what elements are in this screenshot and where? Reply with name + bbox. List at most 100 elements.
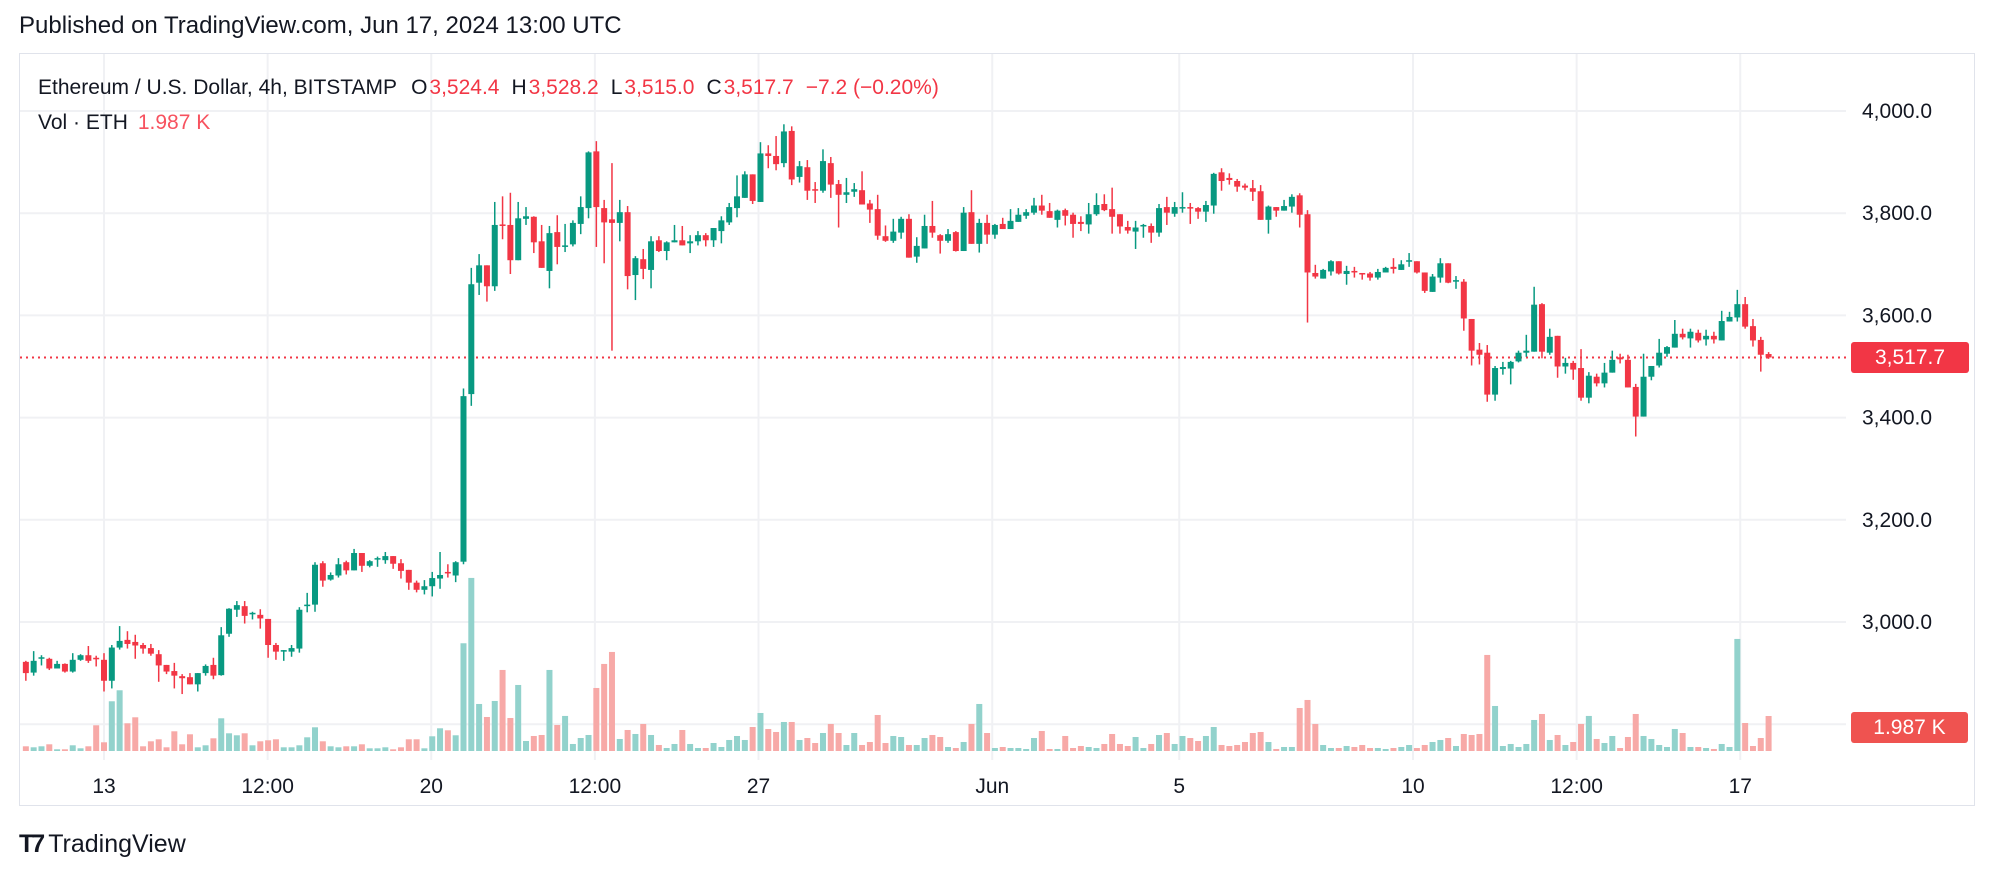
candle-body <box>671 240 678 243</box>
volume-bar <box>1304 699 1311 751</box>
candle-wick <box>1509 360 1512 385</box>
candle-body <box>1749 326 1756 341</box>
candle-body <box>1609 359 1616 373</box>
candle-wick <box>1572 360 1574 380</box>
volume-bar <box>1163 732 1170 751</box>
candle-body <box>882 236 889 241</box>
candle-body <box>1531 304 1538 352</box>
volume-bar <box>491 700 498 751</box>
candle-body <box>1210 173 1217 206</box>
candle-body <box>1624 359 1631 388</box>
volume-bar <box>937 736 944 751</box>
volume-label[interactable]: Vol · ETH <box>38 111 128 134</box>
volume-bar <box>1023 748 1030 751</box>
candle-body <box>405 569 412 583</box>
low-value: 3,515.0 <box>624 76 695 99</box>
volume-bar <box>390 749 397 751</box>
volume-bar <box>210 738 217 751</box>
candle-body <box>866 203 873 210</box>
candle-body <box>397 563 404 571</box>
volume-bar <box>1687 747 1694 751</box>
candle-body <box>1281 206 1288 211</box>
candle-wick <box>376 556 379 567</box>
volume-bar <box>1257 731 1264 751</box>
candle-body <box>1312 272 1319 277</box>
candle-wick <box>884 225 887 242</box>
volume-bar <box>976 703 983 751</box>
volume-bar <box>765 728 772 751</box>
candle-wick <box>861 171 863 205</box>
candle-body <box>1382 267 1389 273</box>
candle-body <box>288 648 295 652</box>
volume-bar <box>608 651 615 751</box>
volume-bar <box>22 746 29 751</box>
candle-body <box>749 174 756 201</box>
volume-bar <box>163 747 170 751</box>
volume-bar <box>1421 744 1428 751</box>
volume-bar <box>1437 739 1444 751</box>
volume-bar <box>632 733 639 751</box>
volume-bar <box>1218 744 1225 751</box>
volume-bar <box>1210 726 1217 751</box>
candle-wick <box>447 564 449 578</box>
candle-body <box>1710 335 1717 340</box>
volume-bar <box>1765 716 1772 751</box>
volume-bar <box>1406 744 1413 751</box>
candle-wick <box>931 200 934 238</box>
candle-wick <box>306 592 308 613</box>
time-tick-label: 13 <box>92 775 115 798</box>
candle-wick <box>1197 207 1199 219</box>
volume-bar <box>710 743 717 751</box>
volume-bar <box>226 733 233 751</box>
candle-body <box>1687 331 1694 339</box>
candle-body <box>61 663 68 672</box>
volume-bar <box>1273 748 1280 751</box>
volume-bar <box>38 746 45 751</box>
candle-wick <box>1181 192 1184 213</box>
candle-body <box>523 216 530 219</box>
volume-bar <box>1546 739 1553 751</box>
candle-wick <box>1728 311 1731 322</box>
time-tick-label: 20 <box>420 775 443 798</box>
volume-bar <box>1195 740 1202 751</box>
volume-bar <box>179 744 186 751</box>
volume-bar <box>515 684 522 751</box>
volume-bar <box>984 732 991 751</box>
candle-body <box>218 635 225 676</box>
candle-body <box>835 184 842 195</box>
volume-bar <box>648 734 655 751</box>
volume-bar <box>702 748 709 751</box>
volume-bar <box>1296 707 1303 751</box>
candle-body <box>54 663 61 669</box>
candle-body <box>1195 208 1202 212</box>
volume-bar <box>1531 719 1538 751</box>
candle-body <box>1327 261 1334 272</box>
candle-body <box>1515 352 1522 362</box>
open-value: 3,524.4 <box>429 76 500 99</box>
volume-bar <box>1374 748 1381 751</box>
volume-bar <box>1515 747 1522 751</box>
candle-body <box>69 659 76 672</box>
volume-bar <box>1093 748 1100 751</box>
volume-bar <box>249 745 256 751</box>
volume-bar <box>757 712 764 751</box>
volume-bar <box>1734 638 1741 751</box>
candle-body <box>132 641 139 646</box>
volume-bar <box>804 738 811 751</box>
candle-body <box>1218 172 1225 182</box>
volume-bar <box>1343 745 1350 751</box>
candle-body <box>38 657 45 659</box>
candle-wick <box>1525 334 1528 357</box>
candle-body <box>999 223 1006 230</box>
volume-bar <box>1390 748 1397 751</box>
time-axis: 13 12:00 20 12:00 27 Jun 5 10 12:00 17 <box>92 775 1752 798</box>
symbol-title[interactable]: Ethereum / U.S. Dollar, 4h, BITSTAMP <box>38 76 398 99</box>
volume-bar <box>663 748 670 751</box>
candle-body <box>483 265 490 287</box>
candle-body <box>929 225 936 233</box>
candle-wick <box>40 655 43 666</box>
tradingview-logo[interactable]: T7 TradingView <box>19 830 186 859</box>
candle-body <box>1296 195 1303 215</box>
candle-body <box>327 574 334 580</box>
